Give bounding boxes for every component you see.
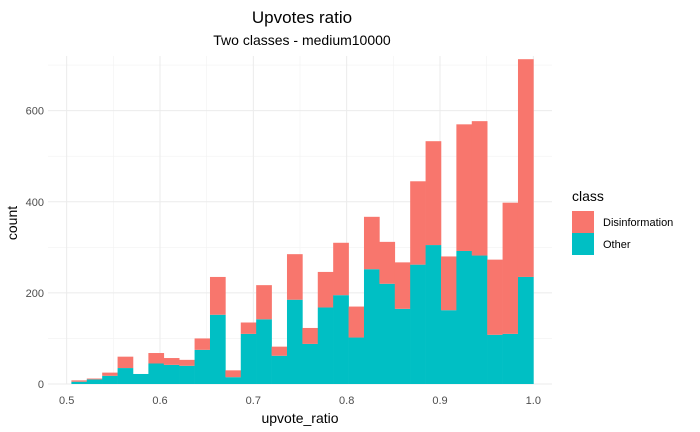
bar-other [517, 276, 534, 384]
bar-other [286, 299, 303, 384]
bar-other [456, 250, 473, 384]
bar-other [209, 314, 226, 384]
bar-disinformation [271, 346, 288, 356]
x-tick-label: 0.9 [432, 395, 447, 407]
bar-other [425, 245, 442, 384]
legend-title: class [572, 188, 604, 204]
y-tick-label: 400 [26, 197, 44, 209]
bar-other [348, 337, 365, 384]
bar-other [487, 334, 503, 384]
bar-disinformation [333, 242, 349, 296]
bar-disinformation [302, 327, 319, 344]
x-tick-label: 0.7 [246, 395, 261, 407]
bar-disinformation [425, 141, 442, 246]
bar-other [86, 379, 103, 384]
bar-disinformation [71, 380, 88, 382]
bar-other [317, 307, 334, 384]
x-tick-label: 0.6 [152, 395, 167, 407]
bar-other [117, 368, 134, 384]
bar-disinformation [440, 256, 457, 311]
bar-disinformation [363, 216, 380, 270]
bar-disinformation [348, 306, 365, 338]
bar-other [225, 377, 242, 384]
bar-disinformation [194, 338, 211, 350]
bar-other [163, 364, 180, 384]
bar-disinformation [487, 259, 503, 335]
legend: class Disinformation Other [572, 188, 673, 255]
bar-disinformation [209, 276, 226, 315]
bar-disinformation [502, 202, 519, 334]
bar-other [132, 373, 149, 384]
y-tick-label: 600 [26, 106, 44, 118]
bar-disinformation [410, 181, 426, 265]
bar-other [502, 333, 519, 384]
bar-other [71, 381, 88, 384]
legend-swatch-other [572, 233, 594, 255]
bar-disinformation [148, 353, 165, 364]
x-tick-label: 0.8 [339, 395, 354, 407]
legend-swatch-disinformation [572, 211, 594, 233]
bar-disinformation [394, 262, 411, 309]
tick-labels: 0.5 0.6 0.7 0.8 0.9 1.0 0 200 400 600 [26, 106, 541, 407]
bar-disinformation [256, 285, 272, 320]
bar-disinformation [471, 121, 488, 256]
bar-disinformation [225, 370, 242, 378]
y-tick-label: 0 [38, 379, 44, 391]
bar-other [194, 349, 211, 384]
bar-disinformation [379, 241, 396, 284]
bar-disinformation [102, 372, 118, 376]
bar-other [302, 343, 319, 384]
bar-disinformation [286, 254, 303, 300]
bar-disinformation [240, 322, 257, 334]
bar-disinformation [317, 271, 334, 308]
bar-disinformation [517, 59, 534, 277]
bar-other [256, 319, 272, 384]
bar-disinformation [86, 378, 103, 380]
bar-other [179, 365, 195, 384]
bar-other [471, 255, 488, 384]
bar-other [271, 355, 288, 384]
bar-other [363, 269, 380, 384]
legend-label-other: Other [603, 239, 631, 251]
legend-label-disinformation: Disinformation [603, 217, 673, 229]
bar-other [379, 283, 396, 384]
y-tick-label: 200 [26, 288, 44, 300]
bar-disinformation [456, 124, 473, 251]
bar-disinformation [179, 359, 195, 366]
bar-other [333, 295, 349, 384]
chart-subtitle: Two classes - medium10000 [213, 32, 391, 48]
x-tick-label: 0.5 [59, 395, 74, 407]
x-axis-label: upvote_ratio [261, 410, 338, 426]
bar-other [394, 308, 411, 384]
bar-other [410, 264, 426, 384]
bars [71, 59, 534, 384]
y-axis-label: count [4, 206, 20, 240]
bar-other [440, 310, 457, 384]
bar-disinformation [117, 356, 134, 369]
bar-other [240, 333, 257, 384]
x-tick-label: 1.0 [526, 395, 541, 407]
bar-other [148, 363, 165, 384]
chart-title: Upvotes ratio [252, 8, 352, 27]
bar-other [102, 375, 118, 384]
bar-disinformation [163, 358, 180, 365]
